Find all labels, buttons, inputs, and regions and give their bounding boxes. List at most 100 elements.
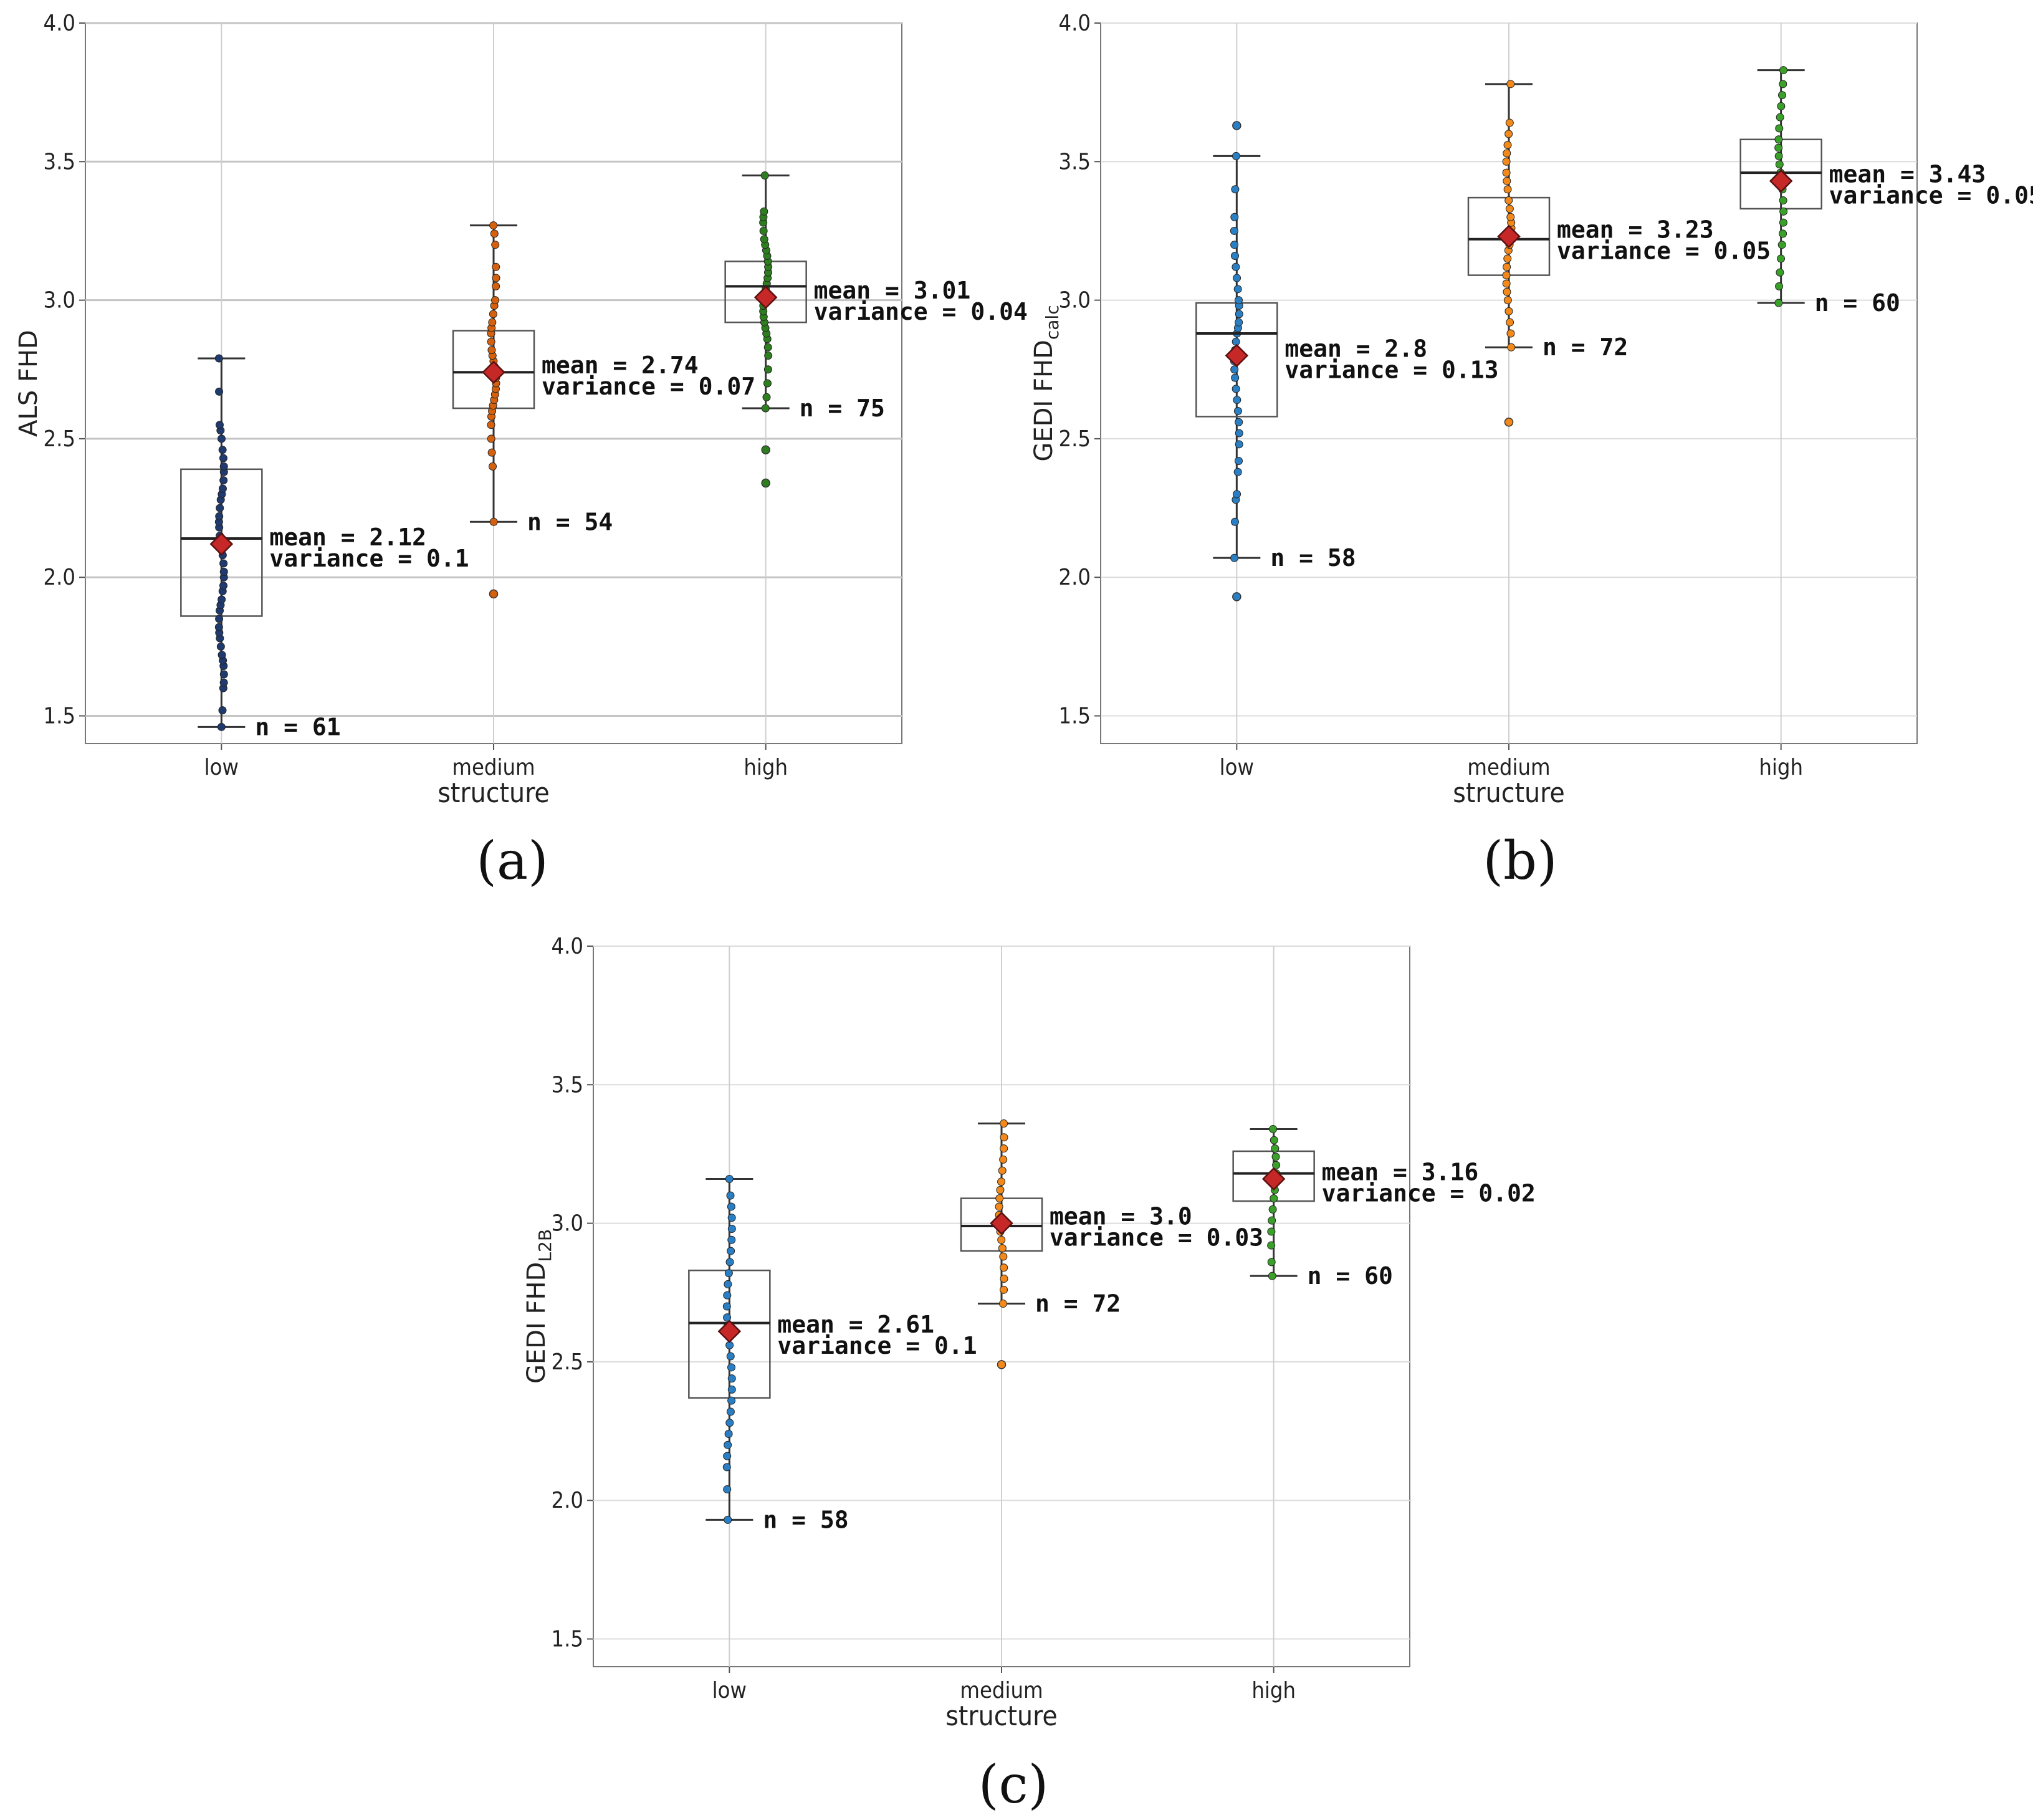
data-point [1506,318,1514,327]
data-point [1502,168,1511,177]
data-point [995,1202,1003,1211]
x-tick-label: medium [960,1678,1043,1703]
y-axis-title: GEDI FHDL2B [522,1229,555,1384]
data-point [1230,553,1239,562]
x-tick-label: high [1251,1678,1296,1703]
data-point [218,706,227,715]
data-point [727,1225,736,1233]
y-tick-label: 2.5 [552,1349,584,1375]
data-point [1502,279,1511,288]
data-point [763,379,772,388]
data-point [1505,118,1514,127]
data-point [1776,113,1784,122]
data-point [996,1185,1005,1194]
data-point [1231,373,1240,382]
data-point [1232,385,1240,393]
n-label: n = 60 [1308,1262,1393,1290]
data-point [216,642,225,651]
data-point [1267,1227,1276,1236]
y-axis-title-main: GEDI FHD [1030,340,1058,461]
x-tick-label: high [744,755,788,780]
data-point [727,1385,736,1394]
y-tick-label: 4.0 [44,11,76,36]
chart-panel-3: 1.5 2.0 2.5 3.0 3.5 4.0 low medium high structure… [522,934,1536,1815]
data-point [724,1430,733,1439]
data-point [1503,176,1511,185]
data-point [219,462,228,471]
data-point [1506,80,1515,89]
data-point [215,615,224,623]
data-point [1268,1272,1276,1280]
data-point [1775,124,1784,133]
y-tick-label: 2.0 [44,565,76,590]
x-tick-label: medium [452,755,535,780]
data-point [998,1166,1007,1175]
data-point [998,1244,1007,1253]
data-point [1271,1152,1280,1161]
data-point [219,567,228,576]
data-point [723,1452,732,1460]
mean-label: mean = 3.23 [1557,216,1714,243]
data-point [215,387,224,396]
data-point [492,282,500,290]
data-point [1503,185,1512,194]
data-point [763,365,772,374]
data-point [1232,337,1240,346]
data-point [1502,157,1511,166]
data-point [1504,130,1513,138]
outlier-point [489,589,499,599]
data-point [1774,151,1783,160]
data-point [218,651,226,659]
data-point [487,434,495,443]
data-point [492,274,500,282]
mean-marker [753,285,778,309]
data-point [759,226,768,235]
x-tick-label: low [204,755,239,780]
panel-label: (b) [1483,830,1557,891]
data-point [1270,1136,1278,1144]
data-point [1235,318,1243,327]
data-point [763,343,772,352]
data-point [724,1269,733,1278]
y-tick-label: 1.5 [552,1627,584,1652]
data-point [727,1374,736,1383]
data-point [489,221,498,230]
mean-label: mean = 3.01 [814,277,971,304]
x-axis-title: structure [1453,777,1565,809]
data-point [491,296,500,305]
data-point [1267,1241,1276,1250]
data-point [1231,185,1240,194]
data-point [219,454,227,462]
mean-marker [209,532,234,556]
data-point [218,484,227,493]
data-point [724,1280,732,1288]
data-point [995,1194,1004,1203]
data-point [1503,287,1511,296]
data-point [1230,365,1239,374]
data-point [1504,196,1513,205]
y-tick-label: 2.0 [1059,565,1091,590]
y-tick-label: 4.0 [552,934,584,959]
mean-marker [1261,1167,1286,1191]
data-point [1777,241,1786,249]
y-axis-title-main: ALS FHD [14,330,43,437]
data-point [1230,241,1239,249]
data-point [489,462,497,471]
mean-marker [717,1320,742,1343]
data-point [727,1214,736,1222]
data-point [1504,307,1513,315]
data-point [490,229,499,238]
mean-label: mean = 3.16 [1322,1158,1479,1185]
y-tick-label: 3.5 [552,1072,584,1098]
x-axis-title: structure [438,777,550,809]
data-point [997,1177,1006,1186]
variance-label: variance = 0.1 [777,1332,977,1359]
data-point [1506,329,1515,338]
data-point [218,595,226,604]
data-point [217,434,226,443]
data-point [1779,66,1788,75]
data-point [760,171,769,180]
data-point [1774,143,1783,152]
data-point [1235,440,1243,449]
panel-label: (a) [476,830,548,891]
